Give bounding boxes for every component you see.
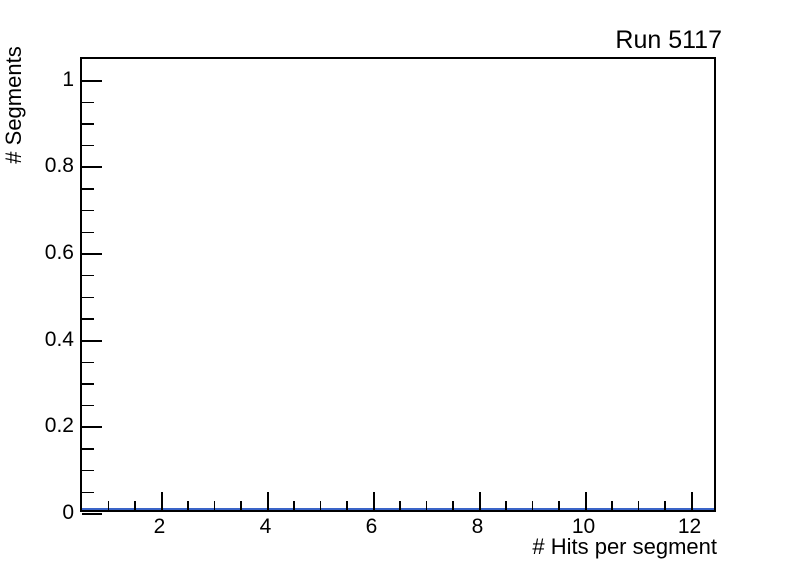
x-axis-minor-tick [558,501,560,510]
y-axis-minor-tick [82,274,94,277]
y-axis-minor-tick [82,448,94,450]
y-axis-major-tick [82,513,102,515]
y-axis-minor-tick [82,101,94,104]
y-axis-minor-tick [82,231,94,234]
x-axis-minor-tick [399,501,401,510]
x-axis-minor-tick [346,501,348,510]
y-tick-label: 0 [62,501,74,524]
x-axis-major-tick [584,492,587,510]
x-axis-minor-tick [505,501,507,510]
y-axis-minor-tick [82,188,94,190]
x-axis-minor-tick [293,501,295,510]
y-axis-minor-tick [82,383,94,385]
x-tick-label: 2 [153,515,166,538]
y-axis-major-tick [82,253,102,255]
y-axis-minor-tick [82,491,94,494]
y-axis-major-tick [82,426,102,429]
y-tick-label: 1 [62,67,74,91]
y-tick-label: 0.6 [44,241,74,264]
x-axis-minor-tick [134,501,136,510]
y-axis-major-tick [82,79,102,82]
y-axis-minor-tick [82,469,94,472]
x-tick-label: 4 [259,515,272,538]
x-axis-major-tick [478,492,481,510]
x-axis-minor-tick [425,501,428,510]
x-axis-major-tick [690,492,693,510]
y-axis-minor-tick [82,404,94,407]
x-tick-label: 12 [677,515,702,538]
x-axis-minor-tick [319,501,322,510]
plot-title: Run 5117 [615,26,722,54]
x-axis-minor-tick [452,501,454,510]
y-tick-label: 0.4 [44,327,74,351]
y-axis-title: # Segments [1,46,26,164]
x-axis-minor-tick [664,501,666,510]
x-tick-label: 6 [365,515,378,538]
y-axis-minor-tick [82,318,94,320]
histogram-zero-line [82,508,714,510]
y-axis-minor-tick [82,144,94,147]
x-axis-minor-tick [187,501,189,510]
x-axis-minor-tick [240,501,242,510]
y-axis-major-tick [82,339,102,342]
y-axis-minor-tick [82,123,94,125]
y-axis-minor-tick [82,209,94,212]
x-axis-major-tick [160,492,163,510]
x-tick-label: 8 [471,515,484,538]
x-axis-minor-tick [637,501,640,510]
plot-frame [80,57,716,515]
x-axis-minor-tick [611,501,613,510]
x-axis-major-tick [266,492,269,510]
x-axis-minor-tick [531,501,534,510]
x-axis-minor-tick [213,501,216,510]
x-axis-title: # Hits per segment [532,534,717,559]
y-tick-label: 0.2 [44,414,74,438]
x-axis-major-tick [372,492,375,510]
y-tick-label: 0.8 [44,154,74,178]
y-axis-major-tick [82,166,102,169]
x-tick-label: 10 [571,515,596,538]
x-axis-minor-tick [107,501,110,510]
y-axis-minor-tick [82,296,94,299]
y-axis-minor-tick [82,361,94,364]
